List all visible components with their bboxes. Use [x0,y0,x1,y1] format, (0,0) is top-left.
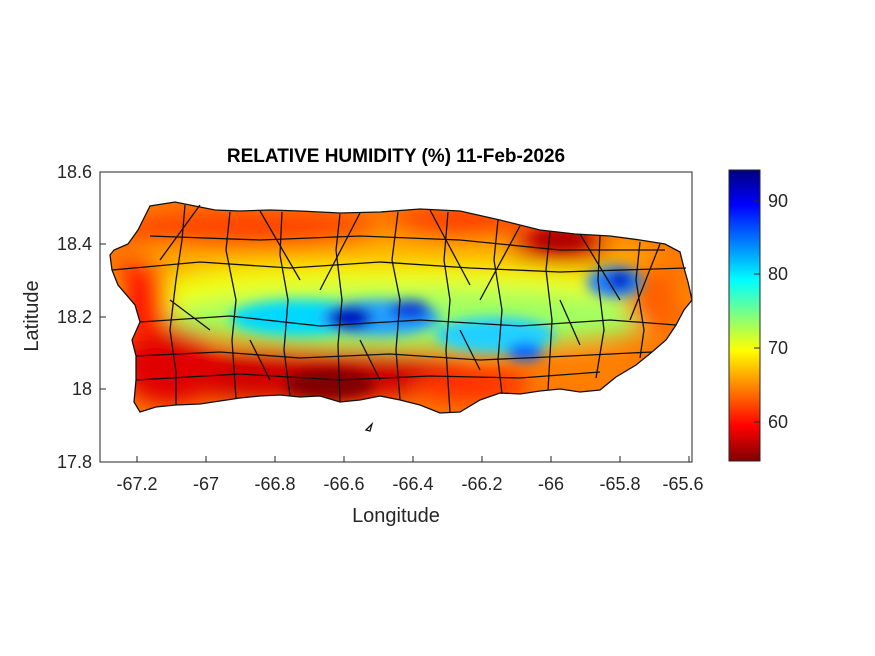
y-tick-label: 17.8 [57,452,92,472]
x-tick-label: -67 [193,474,219,494]
x-axis [136,456,690,462]
y-tick-label: 18 [72,379,92,399]
x-axis-label: Longitude [352,505,440,527]
colorbar-tick-label: 60 [768,412,788,432]
x-tick-label: -66.2 [461,474,502,494]
y-tick-label: 18.6 [57,162,92,182]
y-axis-label: Latitude [21,280,43,351]
colorbar-ticks [754,200,760,423]
x-tick-label: -66.8 [254,474,295,494]
x-tick-label: -66.4 [392,474,433,494]
y-tick-label: 18.2 [57,307,92,327]
colorbar-tick-label: 90 [768,191,788,211]
y-tick-label: 18.4 [57,234,92,254]
x-tick-label: -65.8 [599,474,640,494]
x-tick-label: -66.6 [323,474,364,494]
y-axis [100,171,106,463]
colorbar [728,169,761,462]
colorbar-tick-label: 80 [768,264,788,284]
x-tick-label: -67.2 [116,474,157,494]
x-tick-label: -66 [538,474,564,494]
municipality-boundaries [109,201,693,432]
x-tick-label: -65.6 [662,474,703,494]
map-title: RELATIVE HUMIDITY (%) 11-Feb-2026 [227,146,565,167]
colorbar-tick-label: 70 [768,338,788,358]
